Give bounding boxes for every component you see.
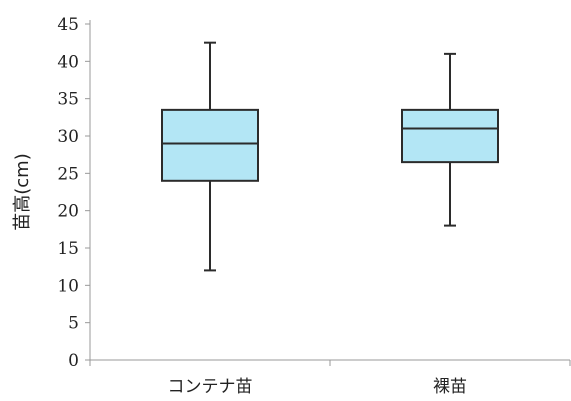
y-tick-label: 25 xyxy=(57,164,79,184)
y-tick-label: 0 xyxy=(68,351,79,371)
y-tick-label: 10 xyxy=(57,276,79,296)
y-tick-label: 20 xyxy=(57,202,79,222)
box-1 xyxy=(161,41,259,272)
x-axis: コンテナ苗 裸苗 xyxy=(89,359,571,397)
y-tick-label: 30 xyxy=(57,127,79,147)
y-tick-label: 5 xyxy=(68,314,79,334)
iqr-box xyxy=(161,108,259,182)
x-category-label: コンテナ苗 xyxy=(168,377,253,397)
y-tick-label: 40 xyxy=(57,52,79,72)
x-category-label: 裸苗 xyxy=(433,377,467,397)
y-axis: 0 5 10 15 20 25 30 35 40 45 xyxy=(57,15,91,371)
y-axis-title: 苗高(cm) xyxy=(12,153,33,230)
y-tick-label: 35 xyxy=(57,90,79,110)
y-tick-label: 15 xyxy=(57,239,79,259)
y-tick-label: 45 xyxy=(57,15,79,35)
boxes xyxy=(161,41,499,272)
iqr-box xyxy=(401,108,499,164)
box-2 xyxy=(401,52,499,227)
